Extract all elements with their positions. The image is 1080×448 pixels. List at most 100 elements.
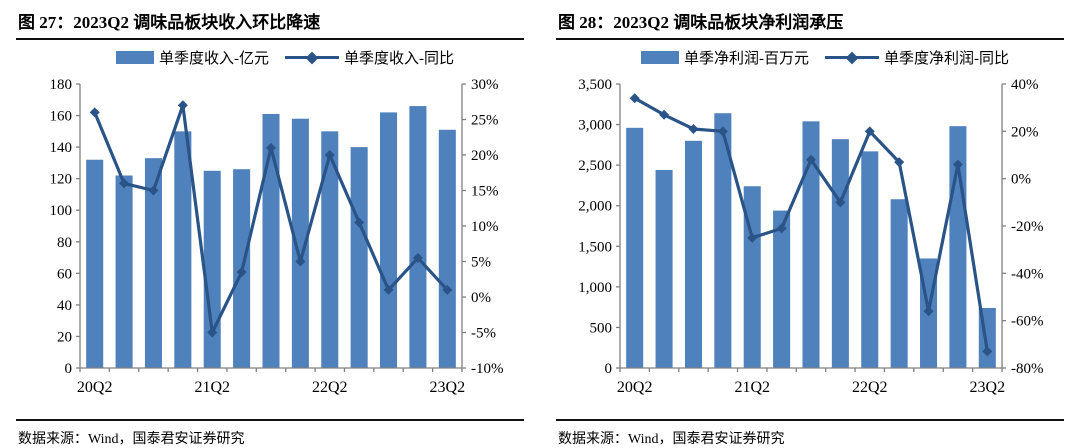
left-axis-tick-label: 2,000 [578,199,612,215]
bar-22Q1 [831,139,849,368]
x-axis-tick-label: 23Q2 [430,379,466,396]
right-axis-tick-label: 25% [471,113,499,129]
legend-bar-label: 单季净利润-百万元 [684,51,809,67]
legend-item-line: 单季度收入-同比 [285,47,454,68]
diamond-marker-icon [207,327,218,338]
x-axis-tick-label: 20Q2 [77,379,113,396]
diamond-marker-icon [148,185,159,196]
bar-22Q3 [890,199,908,368]
diamond-marker-icon [119,178,130,189]
bar-20Q4 [144,158,162,368]
bar-21Q4 [262,113,280,368]
diamond-marker-icon [982,346,993,357]
left-axis-tick-label: 0 [605,361,613,377]
x-axis-tick-label: 21Q2 [194,379,230,396]
diamond-marker-icon [894,157,905,168]
left-axis-tick-label: 500 [590,320,613,336]
diamond-marker-icon [806,154,816,165]
figure-27-bottom-rule [16,419,524,421]
bar-23Q2 [438,129,456,368]
right-axis-tick-label: -20% [1011,219,1044,235]
diamond-marker-icon [412,252,423,263]
legend-item-bar: 单季度收入-亿元 [116,47,269,68]
legend-line-label: 单季度净利润-同比 [884,51,1009,67]
diamond-marker-icon [659,109,670,120]
figure-28-title: 图 28：2023Q2 调味品板块净利润承压 [556,6,1064,40]
bar-22Q3 [350,147,368,368]
legend-item-line: 单季度净利润-同比 [825,47,1009,68]
right-axis-tick-label: 20% [471,148,499,164]
bar-21Q4 [802,121,820,368]
right-axis-tick-label: 10% [471,219,499,235]
right-axis-tick-label: -80% [1011,361,1044,377]
x-axis-tick-label: 22Q2 [312,379,348,396]
right-axis-tick-label: 5% [471,255,491,271]
diamond-marker-icon [442,284,453,295]
line-markers [629,93,993,357]
left-axis-tick-label: 1,000 [578,280,612,296]
diamond-marker-icon [89,107,100,118]
legend-bar-label: 单季度收入-亿元 [159,51,269,67]
diamond-marker-icon [717,126,728,137]
right-axis-tick-label: 20% [1011,124,1039,140]
diamond-marker-icon [177,100,188,111]
figure-27-legend: 单季度收入-亿元 单季度收入-同比 [46,47,524,68]
right-axis-tick-label: -40% [1011,266,1044,282]
diamond-marker-icon [629,93,640,104]
bar-20Q2 [626,127,644,368]
figure-27-panel: 图 27：2023Q2 调味品板块收入环比降速 单季度收入-亿元 单季度收入-同… [16,6,524,447]
bar-21Q3 [773,210,791,368]
right-axis-tick-label: -60% [1011,314,1044,330]
bar-20Q3 [115,175,133,368]
bar-20Q2 [86,159,104,368]
diamond-marker-icon [305,51,319,64]
x-axis-tick-label: 23Q2 [970,379,1006,396]
diamond-marker-icon [845,51,859,64]
diamond-marker-icon [266,142,276,153]
bar-21Q2 [743,186,761,368]
right-axis-tick-label: 30% [471,77,499,93]
legend-item-bar: 单季净利润-百万元 [641,47,809,68]
left-axis-tick-label: 100 [50,203,73,219]
left-axis-tick-label: 180 [50,77,73,93]
right-axis-tick-label: 15% [471,184,499,200]
left-axis-tick-label: 160 [50,109,73,125]
axes [616,83,1006,372]
left-axis-tick-label: 1,500 [578,239,612,255]
bar-series [86,106,456,369]
diamond-marker-icon [295,256,306,267]
diamond-marker-icon [688,123,699,134]
bar-21Q2 [203,170,221,368]
left-axis-tick-label: 40 [57,298,72,314]
axis-labels: 0 20 40 60 80 100 120 140 160 180 -10% -5% 0% 5% 10% 15… [50,77,504,396]
figure-27-title: 图 27：2023Q2 调味品板块收入环比降速 [16,6,524,40]
bar-21Q1 [174,131,192,368]
figure-27-source: 数据来源：Wind，国泰君安证券研究 [18,432,245,447]
left-axis-tick-label: 3,000 [578,118,612,134]
bar-series-swatch [116,51,154,64]
bar-22Q1 [291,118,309,369]
line-series-swatch [825,51,879,64]
bar-23Q1 [409,106,427,368]
figure-28-source: 数据来源：Wind，国泰君安证券研究 [558,432,785,447]
left-axis-tick-label: 3,500 [578,77,612,93]
diamond-marker-icon [236,267,247,278]
bar-20Q4 [684,140,702,368]
right-axis-tick-label: 0% [471,290,491,306]
right-axis-tick-label: -5% [471,326,496,342]
figure-28-legend: 单季净利润-百万元 单季度净利润-同比 [586,47,1064,68]
bar-22Q2 [861,151,879,368]
left-axis-tick-label: 120 [50,172,73,188]
right-axis-tick-label: 40% [1011,77,1039,93]
bar-21Q1 [714,113,732,369]
figure-28-bottom-rule [556,419,1064,421]
left-axis-tick-label: 2,500 [578,158,612,174]
right-axis-tick-label: 0% [1011,172,1031,188]
diamond-marker-icon [923,306,934,317]
bar-22Q4 [380,112,398,369]
diamond-marker-icon [383,284,394,295]
x-axis-tick-label: 22Q2 [852,379,888,396]
axis-labels: 0 500 1,000 1,500 2,000 2,500 3,000 3,500 -80% -6… [578,77,1043,396]
diamond-marker-icon [776,223,787,234]
